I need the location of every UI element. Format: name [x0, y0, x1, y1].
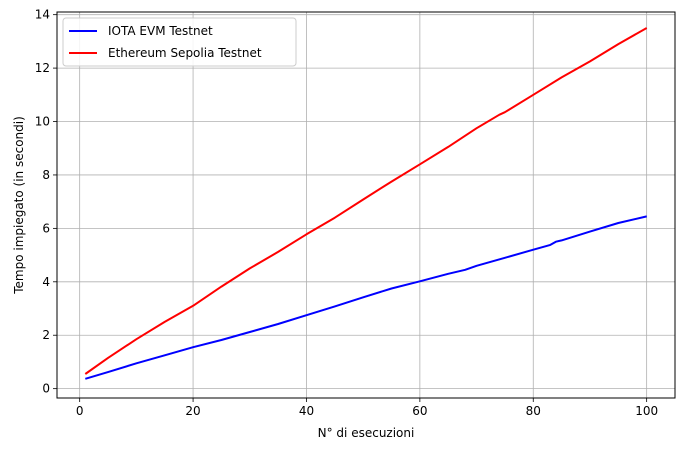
x-axis-ticks: 0 20 40 60 80 100	[76, 398, 658, 418]
series-lines	[84, 27, 648, 380]
x-tick-label: 40	[299, 404, 314, 418]
y-tick-label: 8	[42, 168, 50, 182]
legend-entry: Ethereum Sepolia Testnet	[108, 46, 262, 60]
y-axis-label: Tempo impiegato (in secondi)	[12, 116, 26, 295]
x-tick-label: 20	[185, 404, 200, 418]
x-axis-label: N° di esecuzioni	[318, 426, 415, 440]
series-line-1	[84, 27, 648, 375]
x-tick-label: 100	[635, 404, 658, 418]
y-axis-ticks: 0 2 4 6 8 10 12 14	[35, 8, 57, 396]
y-tick-label: 14	[35, 8, 50, 22]
y-tick-label: 4	[42, 275, 50, 289]
legend-entry: IOTA EVM Testnet	[108, 24, 213, 38]
legend-box	[62, 17, 297, 67]
legend: IOTA EVM Testnet Ethereum Sepolia Testnet	[62, 17, 297, 67]
grid-lines	[57, 12, 675, 398]
y-tick-label: 2	[42, 328, 50, 342]
y-tick-label: 0	[42, 382, 50, 396]
x-tick-label: 80	[526, 404, 541, 418]
y-tick-label: 10	[35, 115, 50, 129]
x-tick-label: 60	[412, 404, 427, 418]
plot-frame	[56, 11, 676, 399]
y-tick-label: 12	[35, 61, 50, 75]
y-tick-label: 6	[42, 221, 50, 235]
series-line-0	[85, 215, 647, 380]
x-tick-label: 0	[76, 404, 84, 418]
